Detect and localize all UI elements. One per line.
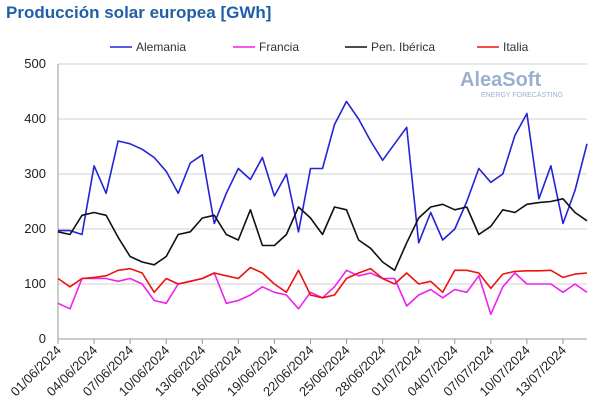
y-tick-label: 300 — [24, 166, 46, 181]
y-tick-label: 100 — [24, 276, 46, 291]
y-tick-label: 500 — [24, 56, 46, 71]
legend-label: Francia — [259, 40, 299, 54]
chart-title: Producción solar europea [GWh] — [6, 3, 271, 22]
legend-label: Alemania — [136, 40, 186, 54]
series-line — [57, 198, 588, 272]
watermark-tagline: ENERGY FORECASTING — [481, 92, 563, 99]
series-line — [57, 266, 588, 299]
y-tick-label: 400 — [24, 111, 46, 126]
series-line — [57, 269, 588, 316]
y-tick-label: 0 — [39, 331, 46, 346]
legend-label: Pen. Ibérica — [371, 40, 435, 54]
legend-label: Italia — [503, 40, 529, 54]
y-tick-label: 200 — [24, 221, 46, 236]
watermark-name: AleaSoft — [460, 69, 541, 91]
series-line — [58, 100, 588, 244]
